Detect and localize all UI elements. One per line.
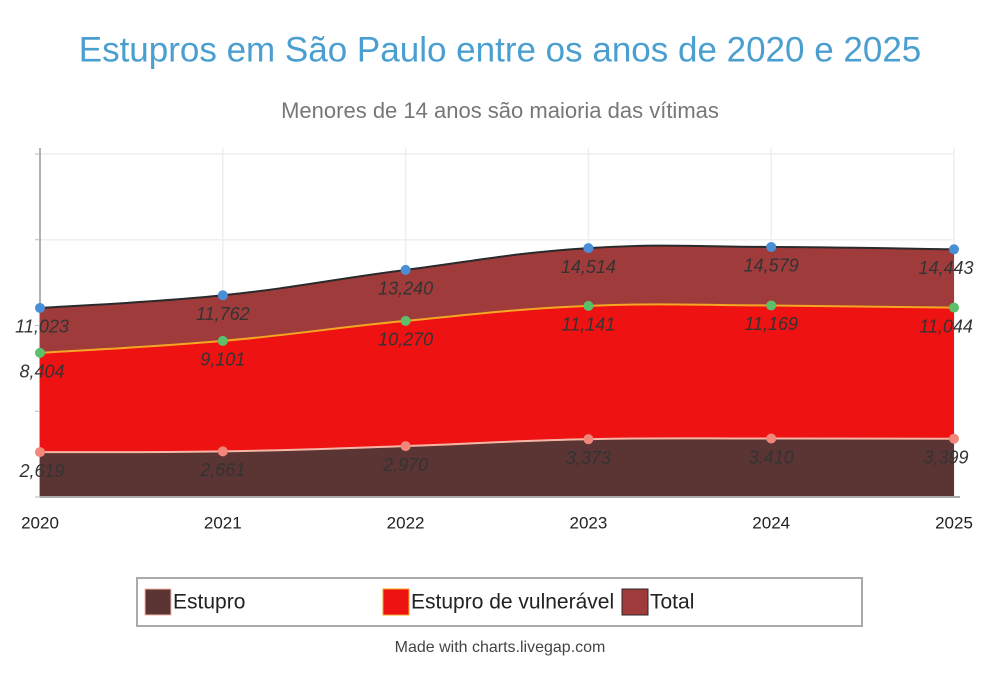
data-label: 9,101 (200, 350, 245, 370)
data-point (949, 244, 959, 255)
x-tick-label: 2020 (21, 513, 59, 532)
area-line (39, 303, 955, 354)
plot-area: 2,619 2,661 2,970 3,373 3,410 3,399 8,404 9,101… (15, 148, 974, 532)
legend-label: Total (650, 591, 694, 614)
data-label: 3,410 (749, 447, 794, 467)
x-tick-label: 2025 (935, 513, 973, 532)
data-point (949, 302, 959, 313)
data-point (217, 446, 228, 457)
x-tick-label: 2023 (569, 513, 607, 532)
data-label: 3,399 (923, 447, 968, 467)
data-label: 2,661 (199, 460, 245, 480)
data-label: 11,044 (919, 316, 973, 336)
data-point (583, 243, 594, 254)
area-line (39, 244, 955, 309)
legend-label: Estupro (173, 591, 245, 614)
data-point (583, 300, 594, 311)
x-tick-label: 2021 (204, 513, 242, 532)
data-point (766, 241, 777, 252)
data-point (949, 433, 959, 444)
data-label: 2,619 (18, 461, 64, 481)
data-label: 14,579 (744, 256, 799, 276)
data-label: 11,141 (562, 315, 616, 335)
data-label: 11,023 (15, 317, 69, 337)
data-label: 14,514 (561, 257, 616, 277)
data-label: 14,443 (918, 258, 973, 278)
area (40, 438, 954, 497)
data-point (400, 315, 411, 326)
data-point (35, 347, 45, 358)
data-label: 8,404 (19, 362, 64, 382)
legend-swatch (144, 588, 172, 616)
legend-label: Estupro de vulnerável (411, 591, 614, 614)
data-point (35, 447, 45, 458)
legend-swatch (621, 588, 649, 616)
data-label: 10,270 (378, 330, 433, 350)
data-point (583, 434, 594, 445)
credit: Made with charts.livegap.com (395, 639, 606, 656)
data-point (400, 264, 411, 275)
data-label: 2,970 (382, 455, 428, 475)
data-point (400, 441, 411, 452)
chart-title: Estupros em São Paulo entre os anos de 2… (79, 30, 922, 69)
data-point (766, 433, 777, 444)
data-point (766, 300, 777, 311)
legend: Estupro Estupro de vulnerável Total (144, 588, 694, 616)
data-point (217, 290, 228, 301)
data-label: 13,240 (378, 279, 433, 299)
x-tick-label: 2022 (387, 513, 425, 532)
data-point (35, 302, 45, 313)
legend-box (136, 577, 863, 627)
data-label: 11,762 (196, 304, 250, 324)
legend-swatch (382, 588, 410, 616)
data-label: 11,169 (744, 314, 798, 334)
area-line (39, 437, 955, 454)
data-point (217, 335, 228, 346)
chart-subtitle: Menores de 14 anos são maioria das vítim… (281, 98, 719, 123)
x-tick-label: 2024 (752, 513, 790, 532)
data-label: 3,373 (566, 448, 611, 468)
